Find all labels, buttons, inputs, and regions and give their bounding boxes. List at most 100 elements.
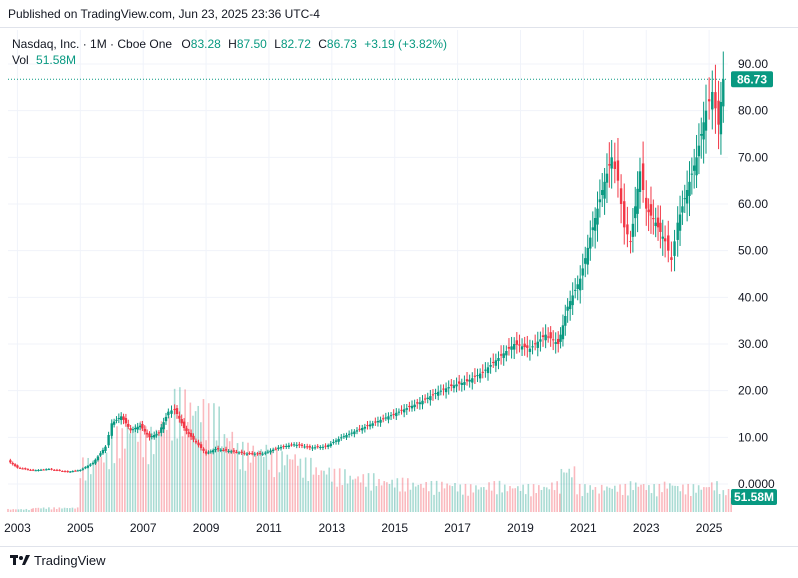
volume-bar	[66, 508, 69, 512]
legend: Nasdaq, Inc. · 1M · Cboe One O83.28 H87.…	[12, 36, 447, 68]
volume-bar	[92, 460, 95, 512]
candle-body	[389, 415, 393, 417]
volume-bar	[100, 456, 103, 512]
volume-bar	[239, 469, 241, 512]
volume-bar	[294, 454, 296, 512]
volume-bar	[578, 483, 581, 512]
tradingview-logo-icon	[10, 554, 30, 565]
volume-bar	[260, 449, 262, 512]
candle-body	[119, 416, 123, 421]
volume-bar	[249, 462, 252, 512]
candle-body	[379, 419, 382, 423]
candle-body	[551, 339, 555, 341]
volume-bar	[407, 478, 409, 512]
candle-body	[185, 428, 188, 431]
volume-bar	[234, 449, 236, 512]
volume-bar	[485, 489, 488, 512]
volume-bar	[640, 484, 642, 512]
volume-bar	[472, 492, 475, 512]
candle-body	[332, 442, 335, 443]
volume-bar	[705, 487, 708, 512]
volume-bar	[661, 492, 663, 512]
candle-body	[131, 429, 135, 431]
volume-bar	[488, 482, 490, 512]
candle-body	[717, 100, 720, 125]
candle-body	[681, 206, 684, 213]
volume-bar	[666, 488, 669, 512]
candle-body	[99, 453, 102, 456]
candle-body	[497, 358, 500, 362]
volume-bar	[687, 483, 689, 512]
volume-bar	[48, 507, 50, 512]
volume-bar	[268, 469, 270, 512]
volume-bar	[367, 473, 370, 512]
candle-body	[566, 306, 569, 311]
candle-body	[601, 190, 604, 196]
volume-bar	[150, 426, 152, 512]
volume-bar	[323, 470, 325, 512]
volume-bar	[160, 421, 163, 512]
candle-body	[250, 453, 254, 455]
candle-body	[418, 402, 422, 405]
volume-bar	[514, 488, 517, 512]
volume-bar	[328, 467, 331, 512]
last-price-label: 86.73	[737, 72, 767, 86]
candle-body	[636, 188, 639, 214]
volume-bar	[448, 485, 451, 512]
tradingview-logo[interactable]: TradingView	[10, 553, 106, 568]
price-tick-label: 40.00	[738, 290, 768, 304]
candle-body	[124, 418, 128, 424]
candle-body	[719, 101, 723, 135]
candle-body	[180, 419, 183, 424]
volume-bar	[571, 477, 573, 512]
price-tick-label: 80.00	[738, 104, 768, 118]
candle-body	[603, 181, 606, 199]
volume-bar	[231, 431, 234, 512]
candle-body	[421, 400, 424, 405]
candle-body	[450, 384, 453, 386]
volume-bar	[493, 481, 496, 512]
volume-bar	[53, 507, 55, 512]
volume-bar	[205, 440, 207, 512]
candle-body	[526, 345, 529, 348]
candle-body	[358, 428, 361, 430]
candle-body	[505, 351, 508, 356]
volume-bar	[307, 481, 310, 512]
candle-body	[337, 438, 340, 442]
candle-body	[253, 453, 257, 455]
candle-body	[197, 442, 200, 446]
candle-body	[568, 301, 572, 310]
candle-body	[663, 238, 667, 242]
candle-body	[656, 217, 660, 228]
volume-bar	[207, 403, 210, 512]
candle-body	[326, 445, 330, 447]
candle-body	[626, 224, 629, 235]
change-value: +3.19 (+3.82%)	[364, 37, 448, 51]
volume-bar	[145, 426, 147, 512]
volume-bar	[592, 489, 594, 512]
candle-body	[507, 346, 511, 349]
candle-body	[127, 423, 130, 427]
candle-body	[366, 425, 369, 427]
candle-body	[410, 405, 414, 409]
candle-body	[531, 346, 534, 348]
candle-body	[397, 411, 401, 413]
volume-bar	[247, 442, 249, 512]
candle-body	[598, 199, 602, 203]
volume-bar	[375, 486, 378, 512]
volume-bar	[372, 473, 375, 512]
candle-body	[676, 222, 679, 240]
candle-body	[619, 188, 623, 204]
candle-body	[468, 379, 471, 382]
candle-body	[533, 343, 537, 345]
volume-bar	[55, 508, 58, 512]
candle-body	[308, 446, 312, 448]
candle-body	[313, 447, 317, 449]
volume-bar	[543, 486, 545, 512]
candle-body	[405, 408, 408, 410]
candle-body	[641, 163, 645, 190]
candle-body	[647, 209, 650, 213]
volume-bar	[560, 468, 563, 512]
volume-bar	[7, 508, 9, 512]
